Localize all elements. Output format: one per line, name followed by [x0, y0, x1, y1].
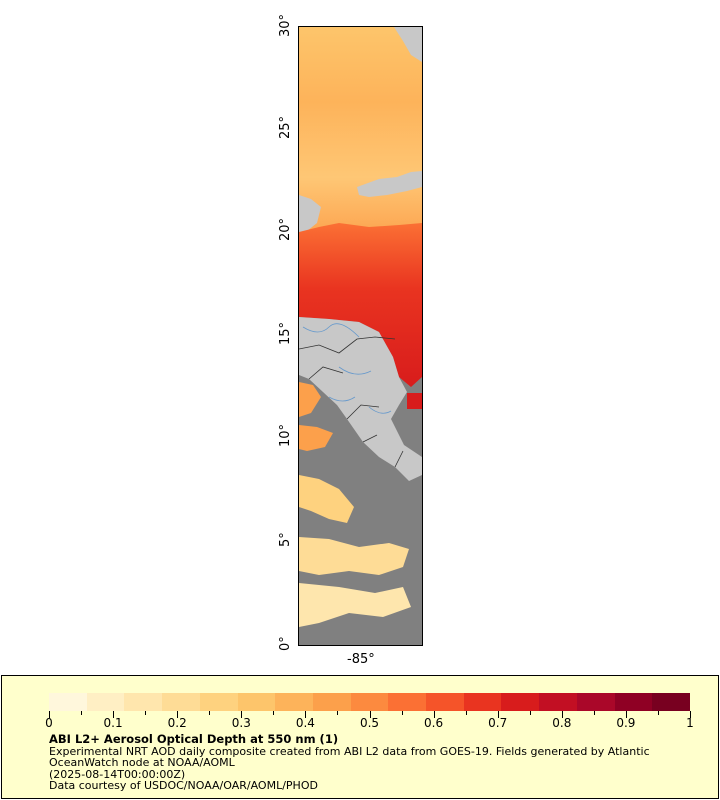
- legend-text: ABI L2+ Aerosol Optical Depth at 550 nm …: [49, 732, 689, 792]
- aod-patch-pacific: [299, 382, 321, 417]
- land-cuba: [357, 171, 422, 197]
- aod-field-caribbean: [299, 223, 422, 387]
- colorbar-tick-mark: [273, 711, 275, 715]
- colorbar-tick-mark: [369, 711, 371, 718]
- colorbar-segment: [312, 693, 351, 711]
- aod-patch-south: [299, 475, 354, 523]
- colorbar-tick-mark: [497, 711, 499, 718]
- legend-description: Experimental NRT AOD daily composite cre…: [49, 744, 650, 769]
- colorbar-tick-mark: [177, 711, 179, 718]
- colorbar-tick-mark: [305, 711, 307, 718]
- aod-colorbar: [49, 693, 690, 711]
- colorbar-segment: [388, 693, 427, 711]
- legend-credit: Data courtesy of USDOC/NOAA/OAR/AOML/PHO…: [49, 779, 318, 792]
- legend-date: (2025-08-14T00:00:00Z): [49, 767, 186, 781]
- colorbar-tick-mark: [49, 711, 50, 718]
- colorbar-segment: [275, 693, 313, 711]
- legend-panel: 0 0.1 0.2 0.3 0.4 0.5 0.6 0.7 0.8 0.9 1 ABI L2+ Ae…: [1, 675, 719, 799]
- colorbar-tick-label: 0.3: [231, 716, 251, 730]
- colorbar-segment: [614, 693, 653, 711]
- aod-patch-east: [407, 393, 422, 409]
- aod-patch-south: [299, 583, 411, 627]
- colorbar-segment: [576, 693, 615, 711]
- colorbar-segment: [124, 693, 163, 711]
- lat-tick-label: 20°: [278, 217, 293, 241]
- aod-patch-south: [299, 537, 409, 575]
- colorbar-tick-mark: [145, 711, 147, 715]
- colorbar-tick-mark: [690, 711, 691, 718]
- lat-tick-label: 10°: [278, 423, 293, 447]
- lat-tick-label: 0°: [278, 636, 293, 651]
- colorbar-tick-mark: [593, 711, 595, 715]
- colorbar-ticks: [49, 711, 691, 719]
- colorbar-tick-mark: [401, 711, 403, 715]
- lat-tick-label: 25°: [278, 115, 293, 139]
- colorbar-tick-mark: [529, 711, 531, 715]
- lat-tick-label: 30°: [278, 13, 293, 37]
- colorbar-segment: [49, 693, 87, 711]
- colorbar-segment: [426, 693, 464, 711]
- land-florida: [394, 27, 422, 62]
- land-yucatan: [299, 195, 321, 235]
- colorbar-segment: [501, 693, 540, 711]
- aod-patch-pacific: [299, 425, 333, 451]
- colorbar-segment: [237, 693, 276, 711]
- colorbar-tick-mark: [209, 711, 211, 715]
- colorbar-tick-label: 0.1: [103, 716, 123, 730]
- colorbar-tick-mark: [337, 711, 339, 715]
- legend-title: ABI L2+ Aerosol Optical Depth at 550 nm …: [49, 732, 339, 746]
- colorbar-segment: [350, 693, 389, 711]
- colorbar-tick-mark: [433, 711, 435, 718]
- colorbar-tick-mark: [465, 711, 467, 715]
- lon-tick-label: -85°: [347, 652, 375, 667]
- colorbar-segment: [199, 693, 238, 711]
- colorbar-segment: [652, 693, 690, 711]
- colorbar-segment: [162, 693, 200, 711]
- aod-map-panel: [298, 26, 423, 646]
- colorbar-tick-label: 0: [45, 716, 53, 730]
- colorbar-tick-label: 0.9: [616, 716, 636, 730]
- colorbar-tick-mark: [561, 711, 563, 718]
- colorbar-segment: [86, 693, 125, 711]
- colorbar-segment: [539, 693, 577, 711]
- colorbar-tick-mark: [241, 711, 243, 718]
- lat-tick-label: 5°: [278, 532, 293, 547]
- colorbar-tick-label: 0.6: [424, 716, 444, 730]
- map-area: 0° 5° 10° 15° 20° 25° 30° -85°: [278, 13, 423, 667]
- colorbar-tick-mark: [113, 711, 115, 718]
- land-central-america: [299, 317, 422, 481]
- colorbar-tick-label: 0.4: [295, 716, 315, 730]
- aod-map-image: [299, 27, 422, 645]
- lat-tick-label: 15°: [278, 321, 293, 345]
- colorbar-tick-mark: [81, 711, 83, 715]
- colorbar-tick-label: 0.8: [552, 716, 572, 730]
- colorbar-tick-label: 0.7: [488, 716, 508, 730]
- rivers: [302, 323, 392, 414]
- colorbar-tick-label: 0.2: [167, 716, 187, 730]
- colorbar-tick-mark: [625, 711, 627, 718]
- colorbar-tick-mark: [657, 711, 659, 715]
- colorbar-segment: [463, 693, 502, 711]
- colorbar-tick-label: 0.5: [359, 716, 380, 730]
- country-borders: [299, 336, 404, 468]
- colorbar-tick-label: 1: [686, 716, 694, 730]
